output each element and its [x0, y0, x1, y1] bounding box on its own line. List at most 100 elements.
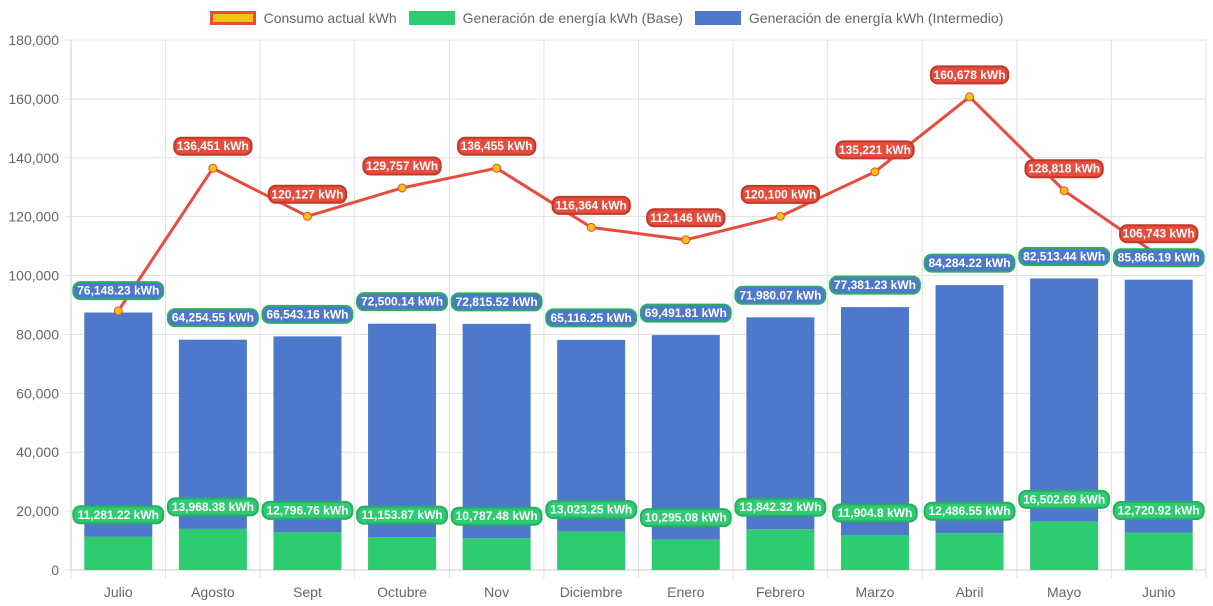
consumo-point [302, 211, 312, 221]
label-consumo-text: 106,743 kWh [1123, 227, 1195, 241]
label-intermedio: 82,513.44 kWh [1018, 246, 1111, 266]
label-intermedio: 72,815.52 kWh [450, 292, 543, 312]
label-consumo: 120,100 kWh [740, 184, 821, 204]
label-intermedio-bg [450, 292, 543, 312]
label-consumo: 136,451 kWh [173, 136, 253, 156]
label-consumo: 160,678 kWh [929, 65, 1010, 85]
label-intermedio-text: 84,284.22 kWh [929, 256, 1011, 270]
x-tick-label: Agosto [191, 584, 235, 600]
label-base: 12,720.92 kWh [1112, 501, 1205, 521]
label-consumo-bg [740, 184, 821, 204]
label-base-bg [639, 508, 732, 528]
label-intermedio: 65,116.25 kWh [545, 308, 638, 328]
label-consumo-bg [551, 195, 631, 215]
consumo-point [775, 211, 785, 221]
label-base-text: 13,842.32 kWh [739, 500, 821, 514]
consumo-point [208, 163, 218, 173]
label-consumo-text: 160,678 kWh [934, 68, 1006, 82]
legend-item-consumo[interactable]: Consumo actual kWh [209, 10, 397, 26]
label-intermedio-text: 77,381.23 kWh [834, 278, 916, 292]
label-consumo: 120,127 kWh [267, 184, 348, 204]
label-base: 13,842.32 kWh [734, 497, 827, 517]
label-consumo-text: 129,757 kWh [366, 159, 438, 173]
bars [84, 278, 1193, 570]
label-intermedio-bg [734, 285, 827, 305]
y-tick-label: 120,000 [8, 209, 59, 225]
label-intermedio-text: 66,543.16 kWh [266, 307, 348, 321]
label-base-bg [1112, 501, 1205, 521]
consumo-point [870, 167, 880, 177]
data-labels: 11,281.22 kWh 13,968.38 kWh 12,796.76 kWh 1… [72, 65, 1205, 528]
legend-item-intermedio[interactable]: Generación de energía kWh (Intermedio) [694, 10, 1003, 26]
label-base-text: 12,486.55 kWh [929, 504, 1011, 518]
label-consumo-bg [173, 136, 253, 156]
label-intermedio-text: 69,491.81 kWh [645, 306, 727, 320]
consumo-point [492, 163, 502, 173]
consumo-point [965, 92, 975, 102]
x-tick-label: Octubre [377, 584, 427, 600]
label-intermedio: 77,381.23 kWh [829, 275, 921, 295]
bar-base [84, 536, 153, 570]
label-base: 12,796.76 kWh [261, 500, 354, 520]
label-base-bg [450, 506, 543, 526]
label-intermedio-text: 85,866.19 kWh [1118, 251, 1200, 265]
legend-swatch-base [408, 11, 455, 25]
label-base-text: 11,904.8 kWh [838, 506, 913, 520]
label-consumo-text: 116,364 kWh [556, 198, 627, 212]
label-base-text: 16,502.69 kWh [1023, 492, 1105, 506]
bar-base [557, 531, 626, 570]
y-tick-label: 140,000 [8, 150, 59, 166]
label-base-text: 13,023.25 kWh [550, 503, 632, 517]
x-tick-label: Febrero [756, 584, 805, 600]
bar-base [651, 539, 720, 570]
label-intermedio: 84,284.22 kWh [923, 253, 1016, 273]
x-tick-label: Nov [484, 584, 509, 600]
label-intermedio-bg [1112, 248, 1205, 268]
bar-intermedio [557, 339, 626, 532]
y-axis: 0 20,000 40,000 60,000 80,000 100,000 120,000 1… [8, 32, 59, 578]
label-consumo: 135,221 kWh [835, 140, 915, 160]
label-intermedio: 66,543.16 kWh [261, 304, 354, 324]
label-base: 16,502.69 kWh [1018, 489, 1111, 509]
label-base-text: 11,153.87 kWh [361, 508, 442, 522]
label-consumo-text: 112,146 kWh [650, 211, 721, 225]
y-tick-label: 80,000 [16, 326, 59, 342]
bar-intermedio [935, 285, 1004, 534]
label-base: 11,904.8 kWh [832, 503, 918, 523]
bar-intermedio [1124, 279, 1193, 533]
bar-intermedio [273, 336, 342, 533]
y-tick-label: 100,000 [8, 268, 59, 284]
label-intermedio: 69,491.81 kWh [639, 303, 732, 323]
x-tick-label: Enero [667, 584, 705, 600]
bar-intermedio [746, 317, 815, 530]
x-axis: Julio Agosto Sept Octubre Nov Diciembre Enero F… [104, 584, 1176, 600]
label-consumo: 128,818 kWh [1024, 159, 1104, 179]
label-consumo: 106,743 kWh [1119, 224, 1199, 244]
label-base-bg [734, 497, 827, 517]
x-tick-label: Junio [1142, 584, 1176, 600]
legend-swatch-intermedio [694, 11, 741, 25]
label-consumo-bg [835, 140, 915, 160]
consumo-point [397, 183, 407, 193]
label-base-text: 10,295.08 kWh [645, 511, 727, 525]
y-tick-label: 40,000 [16, 444, 59, 460]
bar-base [273, 532, 342, 570]
label-intermedio-bg [261, 304, 354, 324]
label-consumo-text: 120,100 kWh [744, 187, 816, 201]
label-base: 11,153.87 kWh [356, 505, 448, 525]
legend-label-consumo: Consumo actual kWh [263, 10, 397, 26]
label-base-text: 11,281.22 kWh [78, 508, 159, 522]
label-base-text: 13,968.38 kWh [172, 500, 254, 514]
label-intermedio-bg [923, 253, 1016, 273]
bar-intermedio [178, 339, 247, 529]
label-base-bg [923, 501, 1016, 521]
bar-base [1124, 532, 1193, 570]
legend-item-base[interactable]: Generación de energía kWh (Base) [408, 10, 683, 26]
label-base: 12,486.55 kWh [923, 501, 1016, 521]
label-base: 10,295.08 kWh [639, 508, 732, 528]
label-base-bg [166, 497, 259, 517]
label-consumo: 136,455 kWh [456, 136, 537, 156]
y-tick-label: 0 [51, 562, 59, 578]
label-consumo-text: 136,455 kWh [461, 139, 533, 153]
